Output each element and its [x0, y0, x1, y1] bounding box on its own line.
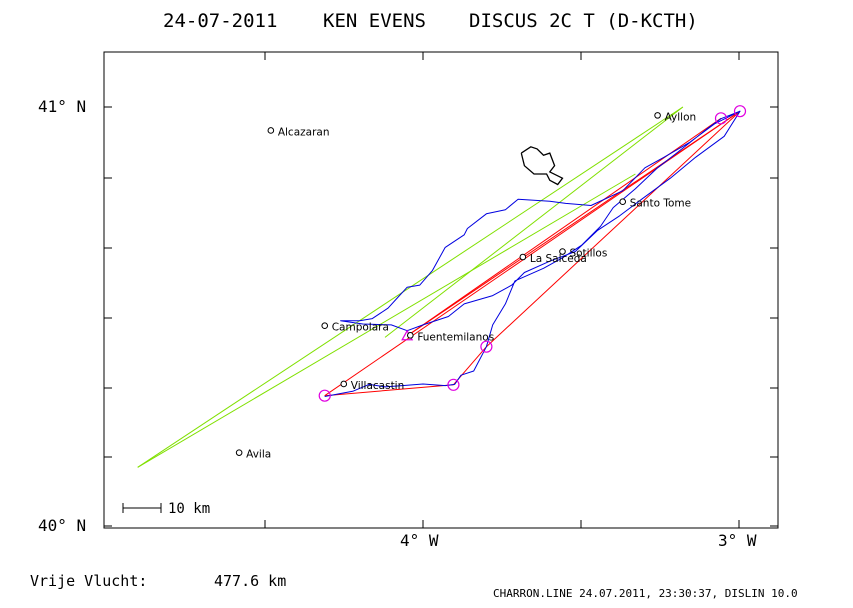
turnpoint-circle — [480, 340, 493, 353]
turnpoint-circle — [733, 105, 747, 118]
town-marker — [654, 112, 661, 119]
town-label: Villacastin — [351, 380, 405, 392]
turnpoint-circle — [447, 378, 460, 391]
town-label: Santo Tome — [630, 198, 691, 210]
lake-outline — [520, 146, 564, 186]
plot-frame — [103, 51, 779, 529]
town-marker — [407, 332, 414, 339]
scale-bar-label: 10 km — [168, 501, 210, 517]
town-marker — [559, 248, 566, 255]
town-label: Avila — [246, 449, 271, 461]
fai-sector-line — [137, 173, 636, 468]
flight-date: 24-07-2011 — [163, 10, 277, 32]
pilot-name: KEN EVENS — [323, 10, 426, 32]
turnpoint-circle — [714, 112, 728, 125]
town-marker — [340, 380, 348, 388]
scale-bar: 10 km — [122, 501, 210, 517]
lon-label-4w: 4° W — [400, 531, 439, 550]
glider-name: DISCUS 2C T (D-KCTH) — [469, 10, 698, 32]
lat-label-40: 40° N — [38, 516, 86, 535]
town-label: Alcazaran — [278, 126, 330, 138]
turnpoint-circle — [318, 389, 331, 402]
axis-ticks — [104, 52, 778, 528]
lake-shape — [520, 146, 564, 186]
town-label: La Salceda — [530, 253, 587, 265]
distance-label: Vrije Vlucht: — [30, 572, 147, 590]
town-label: Fuentemilanos — [417, 331, 494, 343]
lon-label-3w: 3° W — [718, 531, 757, 550]
town-marker — [321, 322, 329, 330]
declared-leg — [324, 110, 741, 397]
town-marker — [519, 253, 527, 261]
lat-label-41: 41° N — [38, 97, 86, 116]
town-marker — [235, 449, 243, 456]
town-marker — [619, 198, 627, 205]
town-label: Sotillos — [569, 248, 607, 260]
turnpoints — [318, 105, 747, 402]
track-line — [324, 110, 741, 397]
flight-track — [324, 110, 741, 397]
town-label: Ayllon — [665, 111, 697, 123]
town-marker — [267, 127, 275, 134]
town-label: Campolara — [332, 322, 389, 334]
distance-value: 477.6 km — [214, 572, 286, 590]
credit-line: CHARRON.LINE 24.07.2011, 23:30:37, DISLI… — [493, 587, 798, 600]
fai-sector-line — [384, 106, 684, 338]
